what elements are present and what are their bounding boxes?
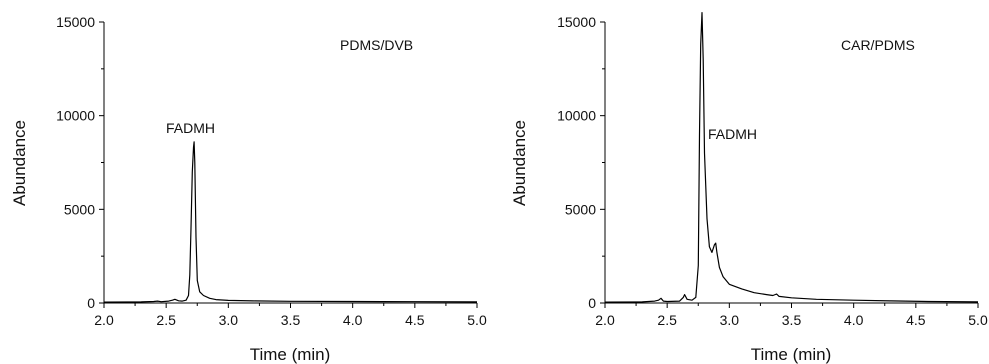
x-tick-label: 3.0 [219, 312, 239, 328]
y-tick-label: 10000 [56, 108, 95, 124]
x-tick-label: 3.0 [720, 312, 740, 328]
x-axis-title: Time (min) [250, 345, 331, 364]
fiber-label-car-pdms: CAR/PDMS [841, 37, 915, 53]
peak-label-fadmh: FADMH [166, 120, 215, 136]
x-tick-label: 2.0 [595, 312, 615, 328]
chromatogram-panel-car-pdms: CAR/PDMS FADMH Time (min) Abundance 2.0 2… [510, 12, 988, 364]
x-axis-title: Time (min) [751, 345, 832, 364]
y-tick-label: 15000 [56, 14, 95, 30]
y-tick-label: 15000 [557, 14, 596, 30]
y-axis-title: Abundance [510, 120, 529, 206]
y-tick-label: 10000 [557, 108, 596, 124]
x-tick-label: 4.0 [844, 312, 864, 328]
y-tick-label: 5000 [64, 201, 95, 217]
chromatogram-panel-pdms-dvb: PDMS/DVB FADMH Time (min) Abundance 2.0 2… [10, 14, 487, 364]
chromatogram-trace [103, 141, 478, 303]
x-tick-label: 2.5 [657, 312, 677, 328]
x-tick-label: 4.5 [906, 312, 926, 328]
peak-label-fadmh: FADMH [708, 126, 757, 142]
x-tick-label: 5.0 [467, 312, 487, 328]
x-tick-label: 2.5 [156, 312, 176, 328]
x-tick-label: 3.5 [281, 312, 301, 328]
x-tick-label: 2.0 [94, 312, 114, 328]
y-axis-title: Abundance [10, 120, 29, 206]
fiber-label-pdms-dvb: PDMS/DVB [340, 37, 413, 53]
y-tick-label: 0 [87, 295, 95, 311]
x-tick-label: 5.0 [968, 312, 988, 328]
y-tick-label: 0 [588, 295, 596, 311]
x-tick-label: 3.5 [782, 312, 802, 328]
chromatogram-trace [604, 12, 979, 303]
y-tick-label: 5000 [565, 201, 596, 217]
x-tick-label: 4.0 [343, 312, 363, 328]
x-tick-label: 4.5 [405, 312, 425, 328]
